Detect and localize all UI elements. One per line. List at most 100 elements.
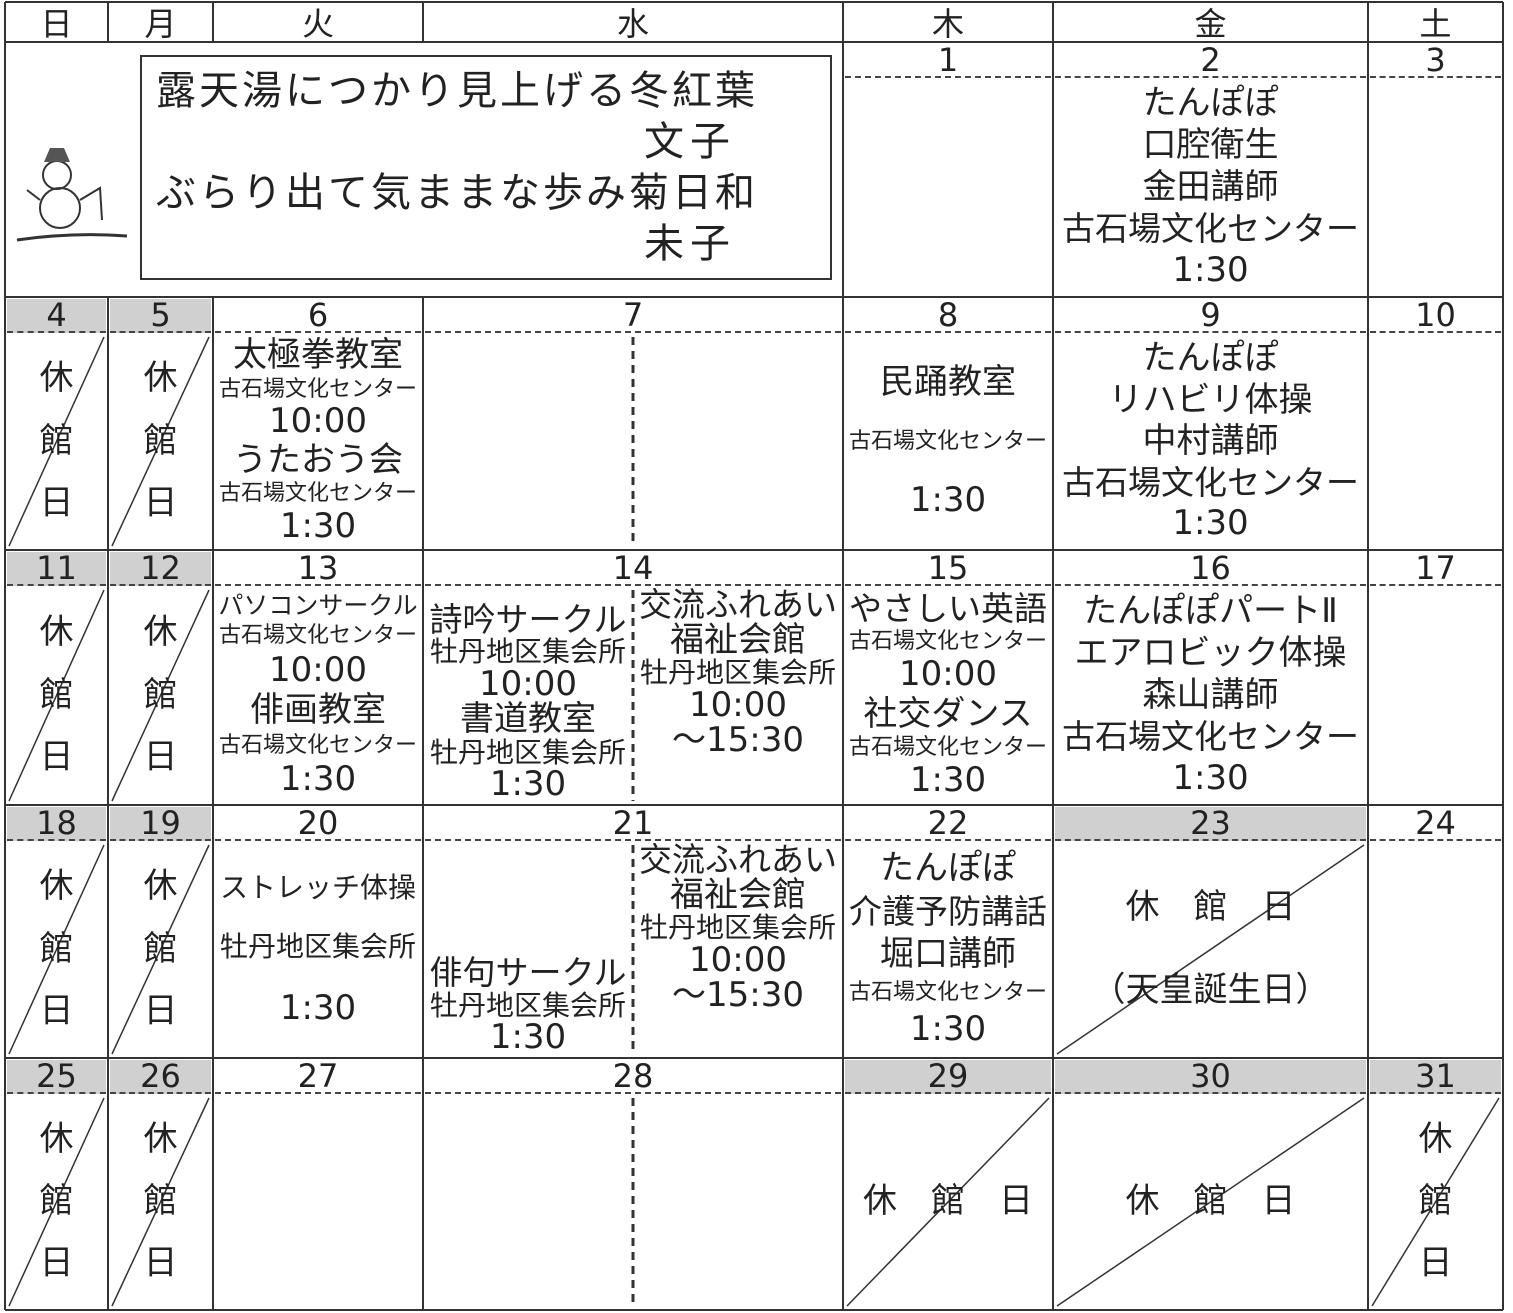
event-text: 館 (39, 1181, 74, 1222)
event-text: 古石場文化センター (1062, 717, 1359, 757)
date-band: 25 (7, 1057, 106, 1095)
closed-diagonal (111, 336, 210, 547)
event-text: 古石場文化センター (218, 376, 417, 402)
event-text: 日 (1418, 1243, 1453, 1284)
event-text: ストレッチ体操 (219, 870, 416, 904)
event-text: 1:30 (909, 479, 987, 520)
date-band: 7 (425, 296, 841, 334)
closed-diagonal (8, 844, 105, 1055)
event-cell (425, 1096, 631, 1308)
date-band: 31 (1370, 1057, 1501, 1095)
haiku-line: 露天湯につかり見上げる冬紅葉 (156, 67, 758, 114)
event-cell: 休館日 (110, 843, 211, 1056)
event-text: 館 (39, 674, 74, 715)
date-band: 10 (1370, 296, 1501, 334)
event-text: 10:00 (689, 684, 787, 725)
date-band: 22 (845, 804, 1051, 842)
event-text: たんぽぽ (1142, 83, 1279, 124)
closed-diagonal (111, 844, 210, 1055)
event-text: 古石場文化センター (218, 733, 417, 759)
event-text: 1:30 (909, 1009, 987, 1050)
event-text: やさしい英語 (849, 588, 1047, 628)
event-text: 交流ふれあい (639, 588, 837, 624)
event-text: 牡丹地区集会所 (639, 911, 836, 945)
event-text: 福祉会館 (670, 619, 806, 660)
event-text: 館 (39, 928, 74, 969)
snowman-illustration (16, 148, 128, 242)
event-cell: 休館日 (7, 1096, 106, 1308)
event-text: 休 (39, 866, 74, 907)
event-text: 古石場文化センター (218, 623, 417, 649)
event-text: 牡丹地区集会所 (429, 988, 626, 1022)
event-cell: 休館日 (110, 588, 211, 803)
event-text: 堀口講師 (880, 934, 1016, 975)
event-cell (1370, 335, 1501, 548)
event-text: 10:00 (899, 654, 997, 695)
event-text: 1:30 (489, 1017, 567, 1056)
date-band: 23 (1055, 804, 1366, 842)
event-text: 休 (143, 866, 178, 907)
event-text: 休 (143, 611, 178, 652)
event-cell: 休館日 (7, 843, 106, 1056)
event-cell: 詩吟サークル 牡丹地区集会所 10:00 書道教室 牡丹地区集会所 1:30 (425, 588, 631, 803)
event-text: 10:00 (269, 401, 367, 442)
event-text: 10:00 (479, 663, 577, 704)
date-band: 4 (7, 296, 106, 334)
event-text: リハビリ体操 (1108, 379, 1313, 420)
event-text: 館 (143, 1181, 178, 1222)
event-text: 1:30 (1172, 250, 1249, 291)
event-text: 日 (143, 1243, 178, 1284)
weekday-header: 木 (931, 5, 964, 43)
event-text: 口腔衛生 (1142, 125, 1279, 166)
event-cell: 休 館 日 （天皇誕生日） (1055, 843, 1366, 1056)
event-cell: ストレッチ体操 牡丹地区集会所 1:30 (215, 843, 421, 1056)
date-band: 18 (7, 804, 106, 842)
event-text: 古石場文化センター (848, 980, 1047, 1006)
event-cell: たんぽぽ 口腔衛生 金田講師 古石場文化センター 1:30 (1055, 80, 1366, 295)
event-cell: 休館日 (110, 335, 211, 548)
event-cell (1370, 843, 1501, 1056)
event-text: 休 館 日 (863, 1181, 1033, 1222)
event-text: （天皇誕生日） (1091, 970, 1330, 1011)
event-text: 館 (39, 420, 74, 461)
event-cell (1370, 588, 1501, 803)
weekday-header: 金 (1194, 5, 1227, 43)
event-text: 俳句サークル (429, 953, 627, 993)
event-cell: 休館日 (1370, 1096, 1501, 1308)
event-text: 休 館 日 (1125, 1181, 1296, 1222)
event-text: たんぽぽ (1142, 337, 1279, 378)
event-cell: 交流ふれあい 福祉会館 牡丹地区集会所 10:00 ～15:30 (635, 588, 841, 803)
haiku-line: 未子 (644, 221, 736, 268)
event-text: 牡丹地区集会所 (639, 656, 836, 690)
date-band: 20 (215, 804, 421, 842)
event-cell: 俳句サークル 牡丹地区集会所 1:30 (425, 843, 631, 1056)
closed-diagonal (111, 589, 210, 802)
event-text: 交流ふれあい (639, 843, 837, 879)
event-cell (635, 335, 841, 548)
date-band: 13 (215, 549, 421, 587)
event-text: エアロビック体操 (1074, 633, 1347, 674)
event-text: 日 (39, 990, 74, 1031)
event-cell: 休館日 (7, 335, 106, 548)
event-text: 福祉会館 (670, 874, 806, 915)
event-text: 社交ダンス (863, 693, 1033, 734)
event-text: 古石場文化センター (218, 481, 417, 507)
closed-diagonal (1371, 1097, 1500, 1307)
event-cell: やさしい英語 古石場文化センター 10:00 社交ダンス 古石場文化センター 1:30 (845, 588, 1051, 803)
event-text: 館 (143, 420, 178, 461)
date-band: 19 (110, 804, 211, 842)
event-text: 古石場文化センター (848, 629, 1047, 655)
weekday-header: 日 (40, 5, 73, 43)
event-cell: 民踊教室 古石場文化センター 1:30 (845, 335, 1051, 548)
date-band: 15 (845, 549, 1051, 587)
event-cell: パソコンサークル 古石場文化センター 10:00 俳画教室 古石場文化センター 1:30 (215, 588, 421, 803)
event-text: 館 (143, 674, 178, 715)
date-band: 5 (110, 296, 211, 334)
event-text: 1:30 (1172, 503, 1249, 544)
event-cell (845, 80, 1051, 295)
event-text: 古石場文化センター (1062, 462, 1359, 502)
date-band: 1 (845, 41, 1051, 79)
date-band: 26 (110, 1057, 211, 1095)
